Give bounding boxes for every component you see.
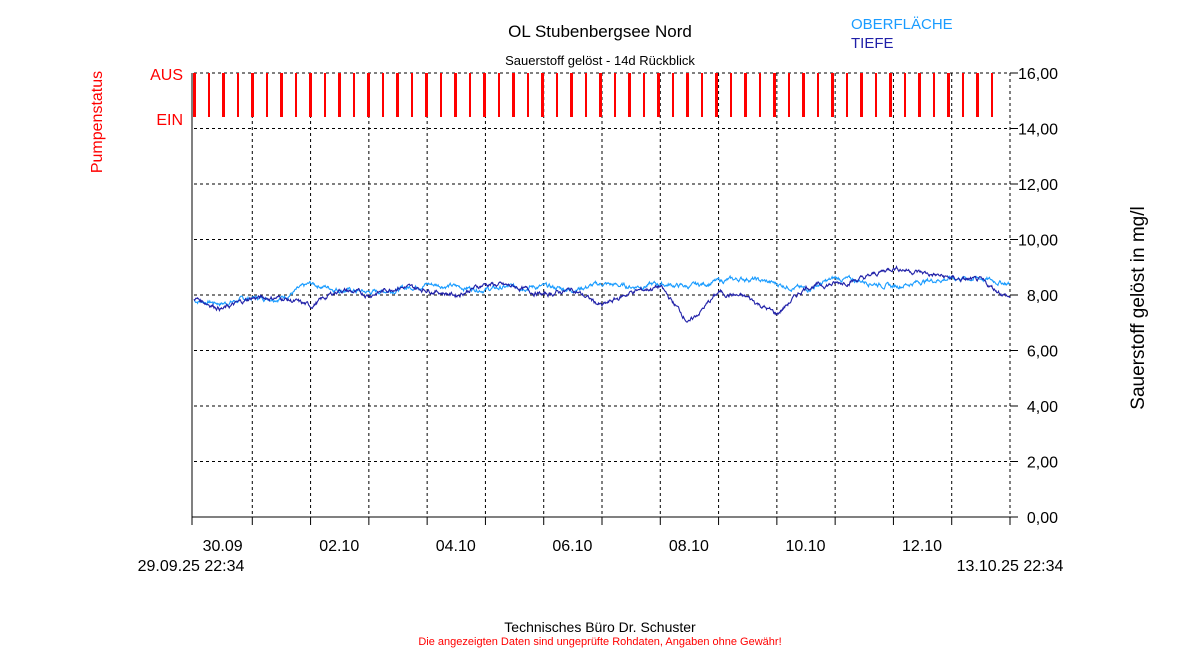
- y-tick-label: 4,00: [1027, 399, 1058, 416]
- x-tick-label: 12.10: [902, 538, 942, 555]
- y-tick-label: 10,00: [1018, 233, 1058, 250]
- series-line-oberflaeche: [193, 274, 1011, 307]
- chart-title: OL Stubenbergsee Nord: [508, 22, 692, 41]
- footer-company: Technisches Büro Dr. Schuster: [504, 619, 696, 635]
- x-tick-label: 10.10: [785, 538, 825, 555]
- footer-disclaimer: Die angezeigten Daten sind ungeprüfte Ro…: [418, 636, 781, 648]
- y-tick-label: 8,00: [1027, 288, 1058, 305]
- y-tick-label: 14,00: [1018, 122, 1058, 139]
- x-tick-label: 30.09: [203, 538, 243, 555]
- y-tick-label: 0,00: [1027, 510, 1058, 527]
- y-tick-label: 6,00: [1027, 344, 1058, 361]
- series-line-tiefe: [193, 265, 1011, 323]
- x-tick-label: 08.10: [669, 538, 709, 555]
- grid: [194, 72, 1011, 517]
- y-tick-label: 16,00: [1018, 66, 1058, 83]
- axes: 0,00 2,00 4,00 6,00 8,00 10,00 12,00 14,00 16,00…: [191, 66, 1058, 555]
- end-date-label: 13.10.25 22:34: [957, 558, 1064, 575]
- start-date-label: 29.09.25 22:34: [138, 558, 245, 575]
- left-axis-label: Pumpenstatus: [89, 71, 106, 173]
- right-axis-label: Sauerstoff gelöst in mg/l: [1128, 206, 1149, 409]
- chart-subtitle: Sauerstoff gelöst - 14d Rückblick: [505, 53, 695, 68]
- pump-status-bars: [193, 73, 993, 117]
- x-tick-label: 04.10: [436, 538, 476, 555]
- pump-label-aus: AUS: [150, 67, 183, 84]
- x-tick-label: 02.10: [319, 538, 359, 555]
- legend-oberflaeche: OBERFLÄCHE: [851, 16, 953, 33]
- pump-label-ein: EIN: [156, 112, 183, 129]
- x-tick-label: 06.10: [552, 538, 592, 555]
- legend-tiefe: TIEFE: [851, 35, 894, 52]
- y-tick-label: 2,00: [1027, 455, 1058, 472]
- y-tick-label: 12,00: [1018, 177, 1058, 194]
- series-lines: [193, 265, 1011, 323]
